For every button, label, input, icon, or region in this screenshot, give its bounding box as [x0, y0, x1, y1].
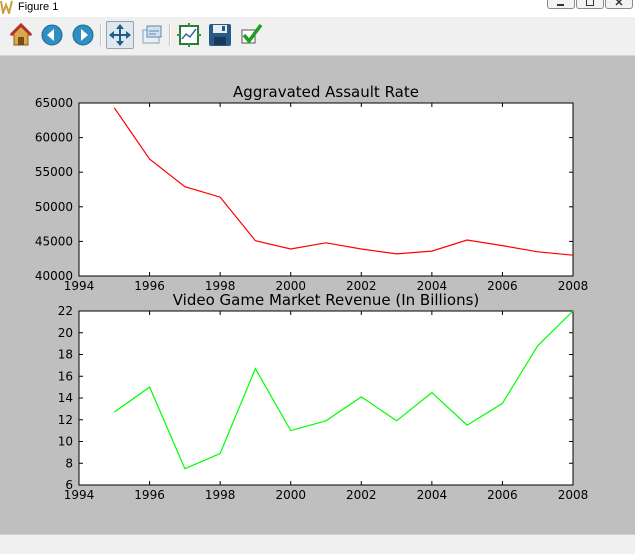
maximize-button[interactable] — [576, 0, 604, 9]
y-tick-label: 10 — [58, 435, 73, 449]
subplots-icon — [177, 23, 201, 47]
back-button[interactable] — [38, 21, 66, 49]
save-button[interactable] — [206, 21, 234, 49]
home-icon — [9, 23, 33, 47]
window-controls — [546, 0, 633, 9]
chart-title: Video Game Market Revenue (In Billions) — [173, 291, 480, 309]
subplots-button[interactable] — [175, 21, 203, 49]
x-tick-label: 1998 — [205, 488, 236, 502]
y-tick-label: 45000 — [35, 234, 73, 248]
plot-area[interactable] — [79, 311, 573, 485]
close-button[interactable] — [605, 0, 633, 9]
window-title: Figure 1 — [18, 1, 58, 13]
plot-area[interactable] — [79, 103, 573, 276]
y-tick-label: 20 — [58, 326, 73, 340]
forward-arrow-icon — [71, 23, 95, 47]
axes-2[interactable]: Video Game Market Revenue (In Billions) 1… — [58, 291, 589, 502]
x-tick-label: 2008 — [558, 488, 589, 502]
x-tick-label: 2002 — [346, 488, 377, 502]
y-tick-label: 16 — [58, 369, 73, 383]
x-tick-label: 2006 — [487, 279, 518, 293]
window-titlebar: Figure 1 — [0, 0, 635, 17]
forward-button[interactable] — [69, 21, 97, 49]
zoom-button[interactable] — [138, 21, 166, 49]
toolbar-separator — [100, 24, 102, 46]
home-button[interactable] — [7, 21, 35, 49]
y-tick-label: 55000 — [35, 165, 73, 179]
y-tick-label: 50000 — [35, 200, 73, 214]
floppy-disk-icon — [208, 23, 232, 47]
y-tick-label: 6 — [65, 478, 73, 492]
checkmark-icon — [239, 23, 263, 47]
x-tick-label: 1996 — [134, 279, 165, 293]
y-tick-label: 12 — [58, 413, 73, 427]
x-tick-label: 2008 — [558, 279, 589, 293]
toolbar-separator — [169, 24, 171, 46]
minimize-button[interactable] — [547, 0, 575, 9]
x-tick-label: 2006 — [487, 488, 518, 502]
y-tick-label: 22 — [58, 304, 73, 318]
close-icon — [614, 0, 624, 7]
y-tick-label: 14 — [58, 391, 73, 405]
edit-button[interactable] — [237, 21, 265, 49]
y-tick-label: 60000 — [35, 131, 73, 145]
back-arrow-icon — [40, 23, 64, 47]
pan-button[interactable] — [106, 21, 134, 49]
maximize-icon — [585, 0, 595, 7]
y-tick-label: 65000 — [35, 96, 73, 110]
zoom-rect-icon — [140, 23, 164, 47]
app-icon — [0, 0, 13, 14]
status-bar — [0, 534, 635, 554]
x-tick-label: 2000 — [275, 488, 306, 502]
y-tick-label: 40000 — [35, 269, 73, 283]
minimize-icon — [556, 0, 566, 7]
pan-arrows-icon — [108, 23, 132, 47]
chart-title: Aggravated Assault Rate — [233, 83, 419, 101]
toolbar — [0, 17, 635, 56]
y-tick-label: 8 — [65, 456, 73, 470]
y-tick-label: 18 — [58, 348, 73, 362]
x-tick-label: 1996 — [134, 488, 165, 502]
x-tick-label: 2004 — [417, 488, 448, 502]
